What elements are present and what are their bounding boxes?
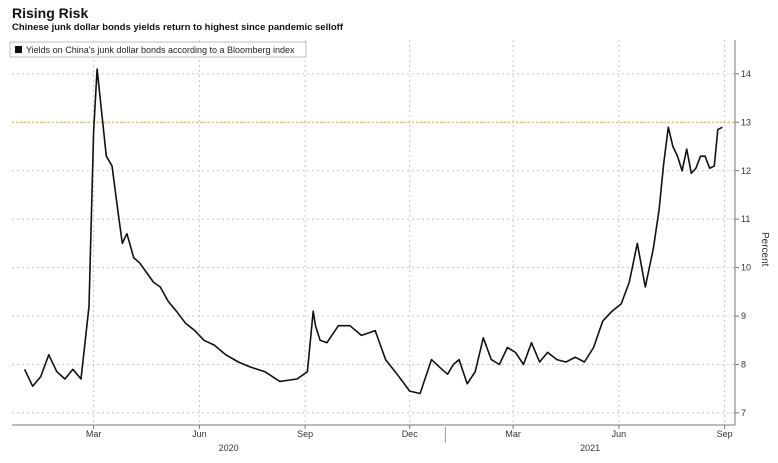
y-tick-label: 12 — [741, 166, 751, 176]
y-tick-label: 7 — [741, 408, 746, 418]
y-tick-label: 9 — [741, 311, 746, 321]
legend-box — [9, 41, 307, 58]
y-tick-label: 8 — [741, 359, 746, 369]
x-tick-label: Jun — [612, 429, 627, 439]
legend: Yields on China's junk dollar bonds acco… — [9, 41, 307, 58]
y-axis-label: Percent — [759, 232, 770, 267]
x-year-label: 2021 — [580, 443, 600, 453]
axes-group: 7 8 9 10 11 12 13 14 Mar Jun Sep Dec Mar Jun Sep 2020 20… — [12, 40, 751, 453]
series-line — [23, 68, 723, 395]
legend-swatch — [15, 46, 22, 53]
x-tick-label: Mar — [86, 429, 102, 439]
series-group — [23, 68, 723, 395]
y-tick-label: 10 — [741, 263, 751, 273]
y-tick-label: 13 — [741, 117, 751, 127]
y-tick-label: 11 — [741, 214, 750, 224]
x-tick-label: Dec — [402, 429, 419, 439]
legend-series-label: Yields on China's junk dollar bonds acco… — [26, 45, 295, 55]
x-tick-label: Mar — [505, 429, 521, 439]
x-tick-label: Jun — [192, 429, 207, 439]
x-tick-label: Sep — [297, 429, 313, 439]
y-tick-label: 14 — [741, 69, 751, 79]
chart-subtitle: Chinese junk dollar bonds yields return … — [12, 22, 343, 33]
chart-title: Rising Risk — [12, 5, 89, 21]
x-year-label: 2020 — [219, 443, 239, 453]
x-tick-label: Sep — [717, 429, 733, 439]
